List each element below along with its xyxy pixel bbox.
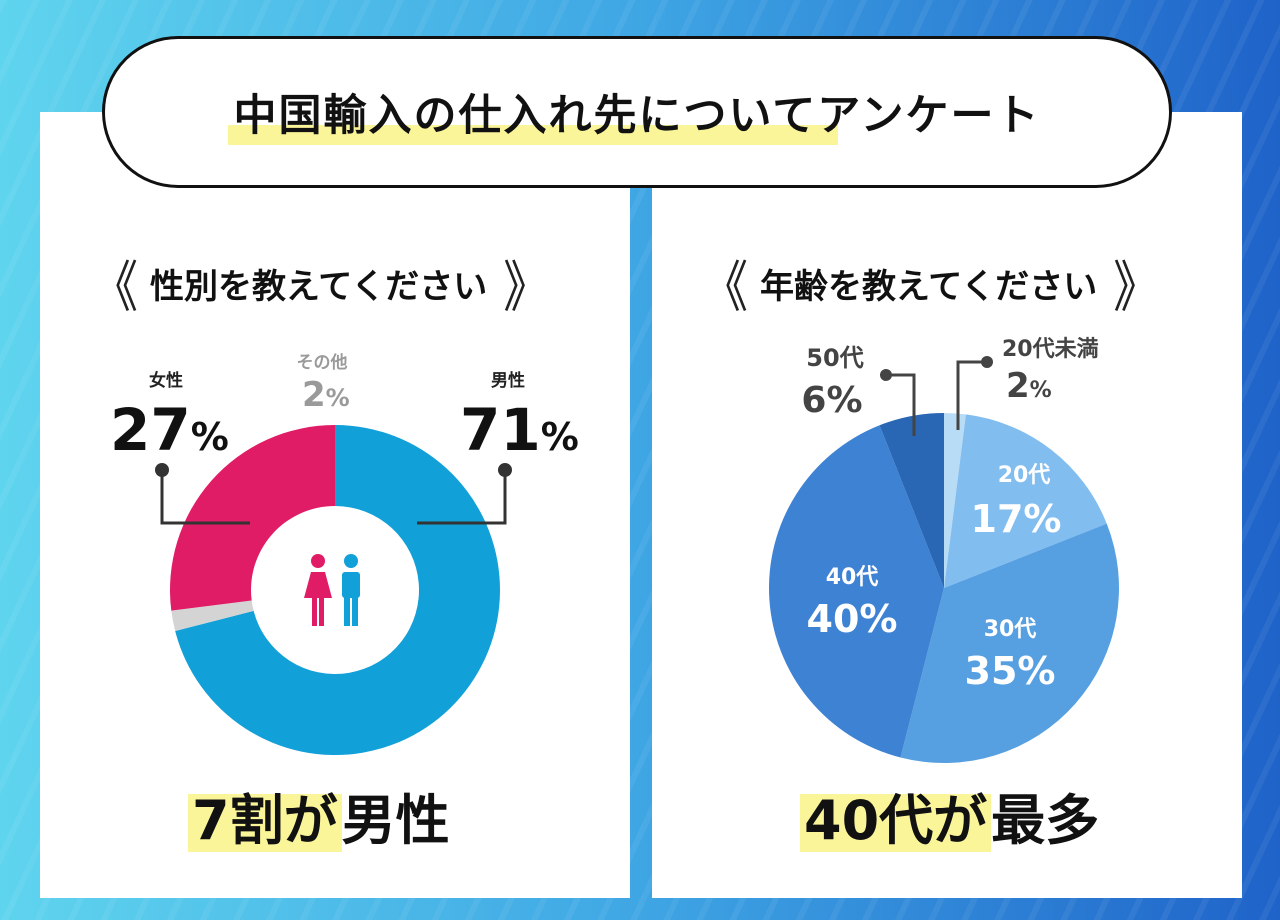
age-conclusion-highlight: 40代が [800,789,992,852]
leader-line-male [417,470,507,525]
age-slice-1 [944,414,1107,588]
leader-line-female [160,470,250,525]
age-slice-2 [900,523,1120,763]
gender-slice-2 [169,425,335,611]
gender-labels: 女性 27% その他 2% 男性 71% [110,352,579,626]
value-40s: 40% [807,597,898,641]
label-40s: 40代 [826,565,879,590]
label-under20: 20代未満 [1002,336,1099,362]
value-30s: 35% [965,649,1056,693]
age-slice-4 [879,413,944,588]
leader-line-50s [886,373,916,436]
label-other-value: 2% [302,375,350,415]
label-50s: 50代 [806,344,863,372]
gender-slice-1 [171,600,254,632]
age-slice-0 [944,413,966,588]
leader-line-under20 [956,360,987,430]
gender-conclusion: 7割が男性 [188,776,450,855]
gender-conclusion-rest: 男性 [341,789,450,852]
label-20s: 20代 [998,463,1051,488]
gender-heading-text: 性別を教えてください [150,266,488,307]
title-banner: 中国輸入の仕入れ先についてアンケート [102,36,1172,188]
gender-donut-chart [169,425,500,756]
gender-conclusion-highlight: 7割が [188,789,342,852]
age-heading-text: 年齢を教えてください [760,266,1098,307]
age-pie-chart [768,413,1120,763]
gender-heading: 《 性別を教えてください 》 [92,250,549,319]
label-other-name: その他 [297,352,348,373]
label-female-value: 27% [110,396,229,464]
label-male-name: 男性 [491,370,525,391]
value-20s: 17% [971,497,1062,541]
label-30s: 30代 [984,617,1037,642]
age-conclusion-rest: 最多 [991,789,1100,852]
value-50s: 6% [801,380,862,421]
age-heading: 《 年齢を教えてください 》 [702,250,1159,319]
person-couple-icon [304,554,360,626]
page-title: 中国輸入の仕入れ先についてアンケート [228,91,1047,141]
value-under20: 2% [1006,366,1052,406]
age-labels: 20代 17% 30代 35% 40代 40% 50代 6% 20代未満 2% [801,336,1098,693]
gender-slice-0 [175,425,500,756]
label-female-name: 女性 [149,370,183,391]
age-conclusion: 40代が最多 [800,776,1099,855]
age-slice-3 [768,425,944,758]
label-male-value: 71% [460,396,579,464]
